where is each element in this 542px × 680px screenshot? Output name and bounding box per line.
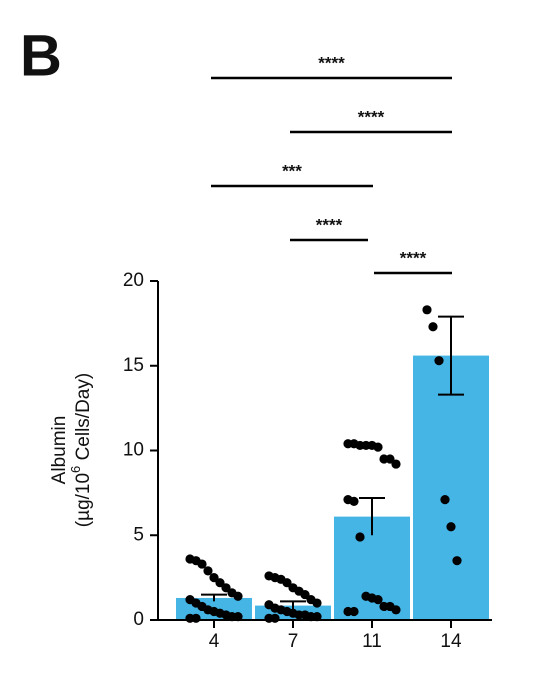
data-point — [312, 598, 322, 608]
significance-label: **** — [400, 248, 427, 267]
data-point — [203, 566, 213, 576]
x-tick-label: 4 — [209, 631, 220, 652]
unit-sup: 6 — [68, 466, 83, 473]
y-axis-unit: (µg/106 Cells/Day) — [68, 373, 94, 527]
data-point — [349, 606, 359, 617]
unit-text: (µg/10 — [73, 473, 94, 527]
panel-label: B — [20, 23, 62, 88]
data-point — [233, 612, 243, 622]
data-point — [209, 573, 219, 583]
significance-label: **** — [358, 107, 385, 126]
data-point — [391, 459, 401, 469]
data-point — [349, 496, 359, 506]
y-axis-title: Albumin (µg/106 Cells/Day) — [49, 373, 94, 527]
error-bar — [280, 600, 306, 610]
data-point — [221, 583, 231, 593]
bar — [413, 355, 489, 620]
data-point — [373, 442, 383, 452]
data-point — [270, 613, 280, 623]
data-point — [422, 305, 432, 315]
y-axis-label: Albumin — [49, 416, 70, 485]
unit-text: Cells/Day) — [73, 373, 94, 466]
error-bar — [359, 496, 385, 536]
data-point — [391, 605, 401, 615]
data-point — [452, 556, 462, 566]
x-tick-label: 11 — [362, 631, 382, 652]
y-tick-label: 10 — [123, 440, 144, 461]
y-tick-label: 20 — [123, 270, 144, 291]
data-point — [440, 495, 450, 505]
data-point — [434, 356, 444, 366]
data-point — [197, 559, 207, 569]
data-point — [282, 578, 292, 588]
error-bar — [201, 593, 227, 602]
data-point — [385, 454, 395, 464]
y-tick-label: 15 — [123, 355, 144, 376]
significance-label: *** — [282, 161, 302, 180]
data-point — [428, 322, 438, 332]
error-bar — [438, 315, 464, 396]
data-point — [300, 589, 310, 600]
data-point — [191, 613, 201, 623]
data-point — [355, 532, 365, 542]
data-point — [446, 522, 456, 532]
y-tick-label: 5 — [133, 524, 144, 545]
data-point — [233, 591, 243, 601]
x-tick-label: 14 — [440, 631, 462, 652]
data-point — [373, 595, 383, 605]
data-point — [215, 578, 225, 588]
y-tick-label: 0 — [133, 609, 144, 630]
x-tick-label: 7 — [288, 631, 299, 652]
significance-label: **** — [316, 215, 343, 234]
data-point — [312, 612, 322, 622]
significance-label: **** — [318, 53, 345, 72]
